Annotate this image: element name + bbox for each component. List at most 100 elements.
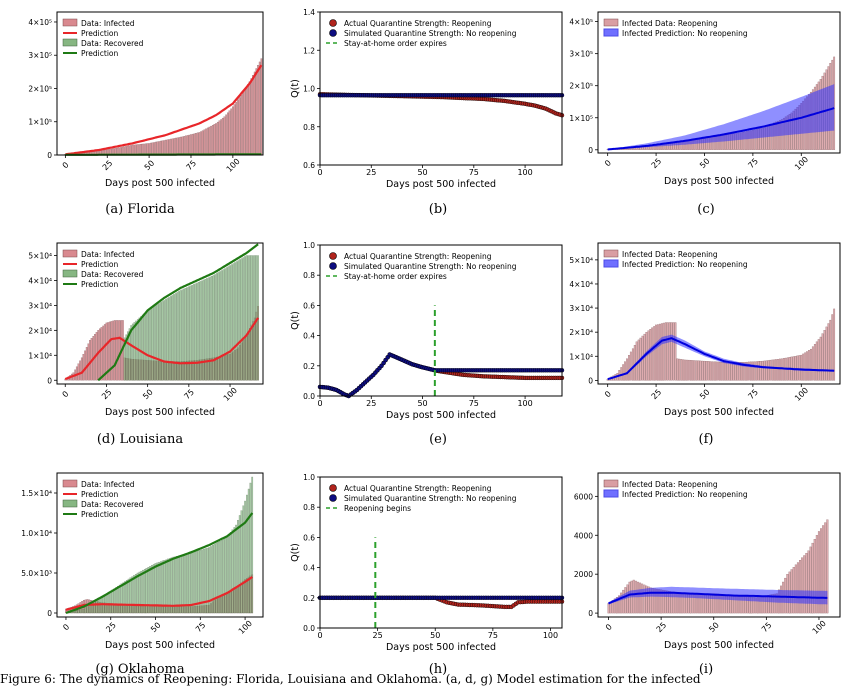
x-tick-label: 0 xyxy=(317,631,322,640)
caption-a: (a) Florida xyxy=(105,202,175,217)
infected-bar xyxy=(811,542,814,614)
recovered-bar xyxy=(174,293,177,381)
infected-bar xyxy=(186,135,189,156)
recovered-bar xyxy=(164,299,167,381)
infected-bar xyxy=(815,535,818,614)
infected-bar xyxy=(809,546,812,614)
infected-bar xyxy=(144,143,147,156)
legend-swatch xyxy=(329,494,337,502)
recovered-bar xyxy=(242,505,245,614)
x-tick-label: 50 xyxy=(417,399,427,408)
infected-bar xyxy=(813,344,816,381)
y-tick-label: 0.8 xyxy=(303,123,315,132)
infected-bar xyxy=(151,142,154,156)
infected-bar xyxy=(133,144,135,156)
recovered-bar xyxy=(212,275,215,381)
recovered-bar xyxy=(120,583,123,614)
infected-bar xyxy=(171,138,174,156)
legend-label: Actual Quarantine Strength: Reopening xyxy=(344,484,492,493)
recovered-bar xyxy=(109,590,112,614)
legend-label: Prediction xyxy=(81,280,119,289)
y-tick-label: 2×10⁴ xyxy=(569,328,593,337)
legend-label: Infected Prediction: No reopening xyxy=(622,29,748,38)
recovered-bar xyxy=(83,608,85,614)
x-tick-label: 100 xyxy=(811,619,828,636)
x-tick-label: 50 xyxy=(430,631,440,640)
infected-bar xyxy=(237,99,239,156)
x-tick-label: 0 xyxy=(61,389,71,399)
y-tick-label: 3×10⁴ xyxy=(28,301,52,310)
legend-label: Infected Prediction: No reopening xyxy=(622,490,748,499)
infected-bar xyxy=(225,114,227,156)
infected-bar xyxy=(161,140,164,156)
infected-bar xyxy=(678,358,681,381)
x-tick-label: 25 xyxy=(104,621,118,635)
infected-bar xyxy=(216,121,219,156)
y-tick-label: 2×10⁴ xyxy=(28,326,52,335)
recovered-bar xyxy=(233,527,236,614)
y-tick-label: 5×10⁴ xyxy=(569,256,593,265)
x-axis-label: Days post 500 infected xyxy=(105,178,215,189)
recovered-bar xyxy=(234,262,236,381)
x-axis-label: Days post 500 infected xyxy=(386,642,496,653)
infected-bar xyxy=(805,553,808,614)
recovered-bar xyxy=(128,328,131,381)
infected-bar xyxy=(720,362,723,381)
x-tick-label: 75 xyxy=(182,388,196,402)
infected-bar xyxy=(796,562,799,614)
legend-swatch xyxy=(62,269,78,278)
recovered-bar xyxy=(250,255,253,381)
y-tick-label: 4×10⁴ xyxy=(569,280,593,289)
recovered-bar xyxy=(140,316,142,381)
axes-frame xyxy=(597,11,841,154)
infected-bar xyxy=(798,355,801,381)
recovered-bar xyxy=(81,609,83,614)
infected-bar xyxy=(657,324,659,381)
infected-bar xyxy=(792,567,795,614)
x-tick-label: 25 xyxy=(100,388,114,402)
panel-a: 0 25 50 75 100 0 1×10⁵ 2×10⁵ 3×10⁵ 4×10⁵ Days post… xyxy=(28,11,264,189)
infected-bar xyxy=(655,324,657,381)
infected-bar xyxy=(810,348,812,381)
infected-bar xyxy=(823,330,826,381)
infected-bar xyxy=(641,583,644,614)
infected-bar xyxy=(180,136,182,156)
infected-bar xyxy=(693,360,696,381)
y-tick-label: 0.6 xyxy=(303,301,315,310)
recovered-bar xyxy=(153,306,156,381)
recovered-bar xyxy=(228,534,230,614)
infected-bar xyxy=(626,584,629,614)
y-axis-label: Q(t) xyxy=(290,311,301,330)
x-tick-label: 75 xyxy=(760,621,774,635)
recovered-prediction-line xyxy=(97,243,259,382)
recovered-bar xyxy=(219,271,221,381)
infected-bar xyxy=(635,341,638,381)
infected-bar xyxy=(819,336,822,381)
recovered-bar xyxy=(117,586,119,614)
recovered-bar xyxy=(213,544,216,614)
infected-bar xyxy=(87,343,90,381)
recovered-bar xyxy=(244,256,246,381)
recovered-bar xyxy=(253,255,256,381)
legend-label: Data: Recovered xyxy=(81,500,144,509)
infected-bar xyxy=(628,355,630,381)
recovered-bar xyxy=(188,286,190,381)
infected-bar xyxy=(732,362,735,381)
recovered-bar xyxy=(163,300,165,381)
panel-i: 0 25 50 75 100 0 2000 4000 6000 Days post 500 inf… xyxy=(574,472,841,651)
infected-bar xyxy=(618,595,621,614)
infected-bar xyxy=(223,116,226,156)
x-tick-label: 50 xyxy=(698,157,712,171)
infected-bar xyxy=(245,87,248,156)
panel-g: 0 25 50 75 100 0 5.0×10³ 1.0×10⁴ 1.5×10⁴ Days pos… xyxy=(21,472,264,651)
recovered-bar xyxy=(156,304,159,381)
infected-bar xyxy=(688,359,690,381)
recovered-bar xyxy=(252,255,254,381)
recovered-bar xyxy=(226,536,229,614)
recovered-bar xyxy=(195,551,198,614)
panel-c: 0 25 50 75 100 0 1×10⁵ 2×10⁵ 3×10⁵ 4×10⁵ Days post… xyxy=(569,11,841,187)
y-tick-label: 6000 xyxy=(574,492,593,501)
infected-bar xyxy=(803,555,806,614)
recovered-bar xyxy=(147,567,150,614)
recovered-bar xyxy=(216,273,218,381)
